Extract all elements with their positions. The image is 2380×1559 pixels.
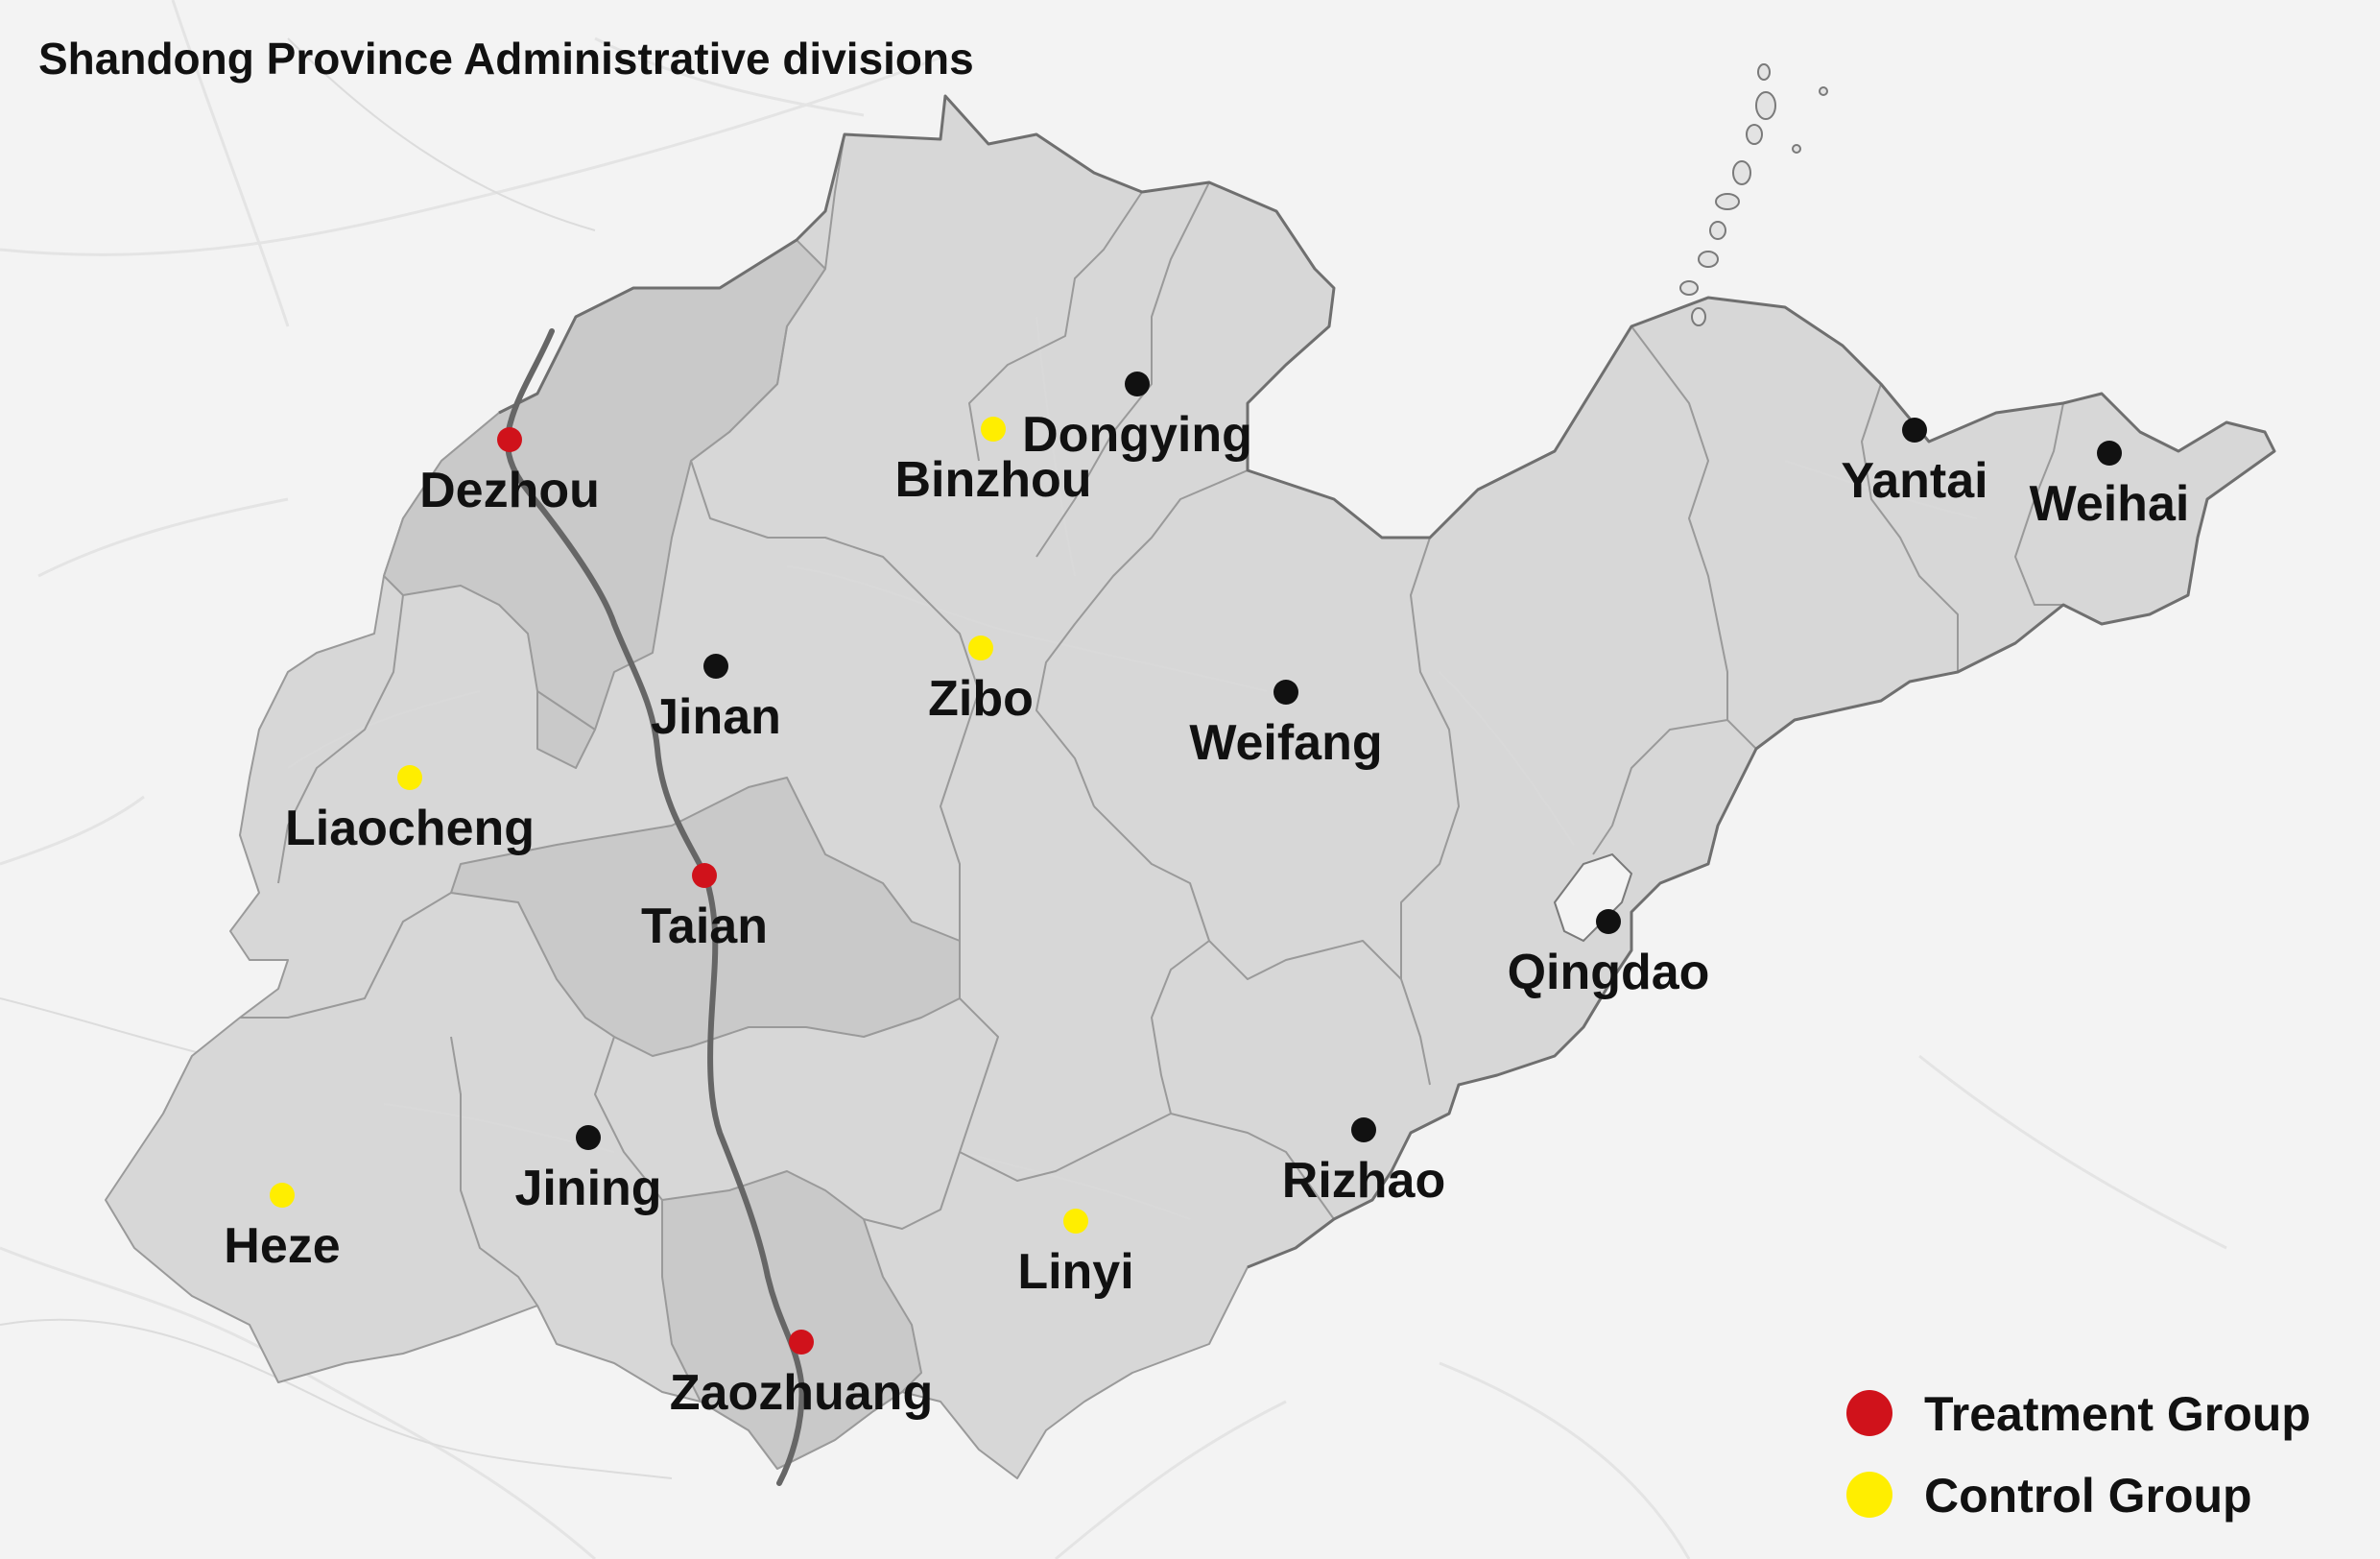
legend-item-treatment: Treatment Group [1846,1387,2311,1441]
city-weifang[interactable]: Weifang [1189,680,1383,771]
city-weihai[interactable]: Weihai [2030,441,2190,532]
city-label-jinan: Jinan [651,689,781,745]
city-label-dongying: Dongying [1022,407,1252,463]
legend-label-control: Control Group [1924,1469,2252,1523]
city-dot-weifang [1273,680,1298,705]
legend-dot-treatment [1846,1390,1892,1436]
city-rizhao[interactable]: Rizhao [1282,1117,1445,1209]
city-dot-qingdao [1596,909,1621,934]
city-dot-linyi [1063,1209,1088,1234]
region-taian [450,777,961,1057]
city-dot-binzhou [981,417,1006,442]
legend-dot-control [1846,1472,1892,1518]
city-label-qingdao: Qingdao [1508,945,1710,1000]
city-label-linyi: Linyi [1017,1244,1133,1300]
city-liaocheng[interactable]: Liaocheng [285,765,535,856]
jiaozhou-bay [1553,852,1633,943]
city-dot-weihai [2097,441,2122,466]
city-yantai[interactable]: Yantai [1841,418,1988,509]
city-dot-zaozhuang [789,1330,814,1355]
city-label-weifang: Weifang [1189,715,1382,771]
city-binzhou[interactable]: Binzhou [894,417,1092,508]
legend-label-treatment: Treatment Group [1924,1387,2311,1441]
legend: Treatment Group Control Group [1846,1387,2311,1523]
city-dot-taian [692,863,717,888]
city-dezhou[interactable]: Dezhou [419,427,600,518]
city-label-zibo: Zibo [928,671,1034,727]
legend-item-control: Control Group [1846,1469,2252,1523]
prefecture-boundaries [240,133,2064,1307]
city-dot-jining [576,1125,601,1150]
city-label-yantai: Yantai [1841,453,1987,509]
city-label-heze: Heze [224,1218,340,1274]
islands [1679,63,1828,326]
city-label-binzhou: Binzhou [894,452,1091,508]
city-zibo[interactable]: Zibo [928,636,1034,727]
city-dot-yantai [1902,418,1927,443]
city-dot-dongying [1125,372,1150,396]
city-dot-liaocheng [397,765,422,790]
city-dot-jinan [703,654,728,679]
city-jinan[interactable]: Jinan [651,654,781,745]
city-dot-dezhou [497,427,522,452]
city-linyi[interactable]: Linyi [1017,1209,1134,1300]
map-title: Shandong Province Administrative divisio… [38,34,974,84]
region-zaozhuang [661,1170,922,1470]
city-label-zaozhuang: Zaozhuang [670,1365,933,1421]
city-qingdao[interactable]: Qingdao [1508,909,1710,1000]
city-jining[interactable]: Jining [514,1125,662,1216]
city-heze[interactable]: Heze [224,1183,341,1274]
city-label-jining: Jining [514,1161,661,1216]
city-label-liaocheng: Liaocheng [285,801,535,856]
province-body [105,95,2275,1479]
cities-layer: Dezhou Taian Zaozhuang Binzhou Zibo Liao… [224,372,2189,1421]
background-roads [0,0,2227,1559]
city-zaozhuang[interactable]: Zaozhuang [670,1330,933,1421]
city-label-weihai: Weihai [2030,476,2190,532]
city-label-taian: Taian [641,899,768,954]
city-dongying[interactable]: Dongying [1022,372,1252,463]
city-label-rizhao: Rizhao [1282,1153,1445,1209]
city-dot-zibo [968,636,993,660]
city-dot-heze [270,1183,295,1208]
city-taian[interactable]: Taian [641,863,768,954]
coastline [498,94,2276,1269]
city-label-dezhou: Dezhou [419,463,600,518]
city-dot-rizhao [1351,1117,1376,1142]
